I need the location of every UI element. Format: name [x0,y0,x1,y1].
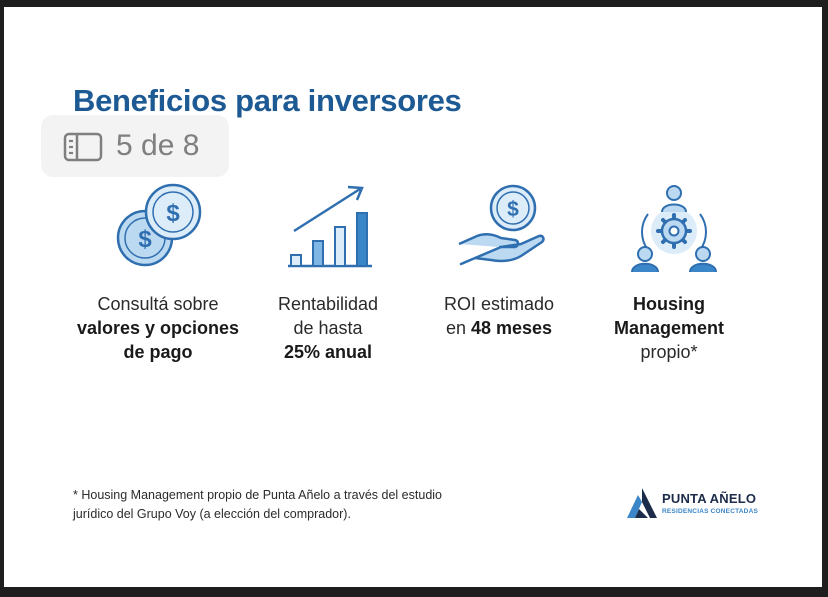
brand-mark-icon [627,488,657,518]
team-gear-icon [631,185,717,272]
slide-title: Beneficios para inversores [73,83,462,118]
slides-panel-icon[interactable] [63,132,103,162]
benefit-housing-management: Housing Management propio* [613,294,725,362]
hand-coin-icon: $ [458,184,545,266]
benefit-roi: ROI estimado en 48 meses [443,294,555,338]
brand-tagline: RESIDENCIAS CONECTADAS [662,508,759,515]
svg-text:$: $ [166,200,180,227]
benefit-profitability: Rentabilidad de hasta 25% anual [277,294,379,362]
footnote: * Housing Management propio de Punta Añe… [73,488,442,521]
svg-text:$: $ [138,226,152,253]
roi-prefix: en [445,318,466,338]
coins-icon: $ $ [116,183,202,267]
roi-months: 48 meses [470,318,553,338]
brand-name: PUNTA AÑELO [662,491,757,506]
brand-logo: PUNTA AÑELO RESIDENCIAS CONECTADAS [626,485,786,525]
page-indicator: 5 de 8 [41,115,229,177]
presentation-slide: Beneficios para inversores $ $ $ [4,7,822,587]
page-number-label: 5 de 8 [116,129,200,162]
growth-chart-icon [288,185,372,268]
benefit-payment-options: Consultá sobre valores y opciones de pag… [76,294,240,362]
svg-text:$: $ [507,198,519,221]
